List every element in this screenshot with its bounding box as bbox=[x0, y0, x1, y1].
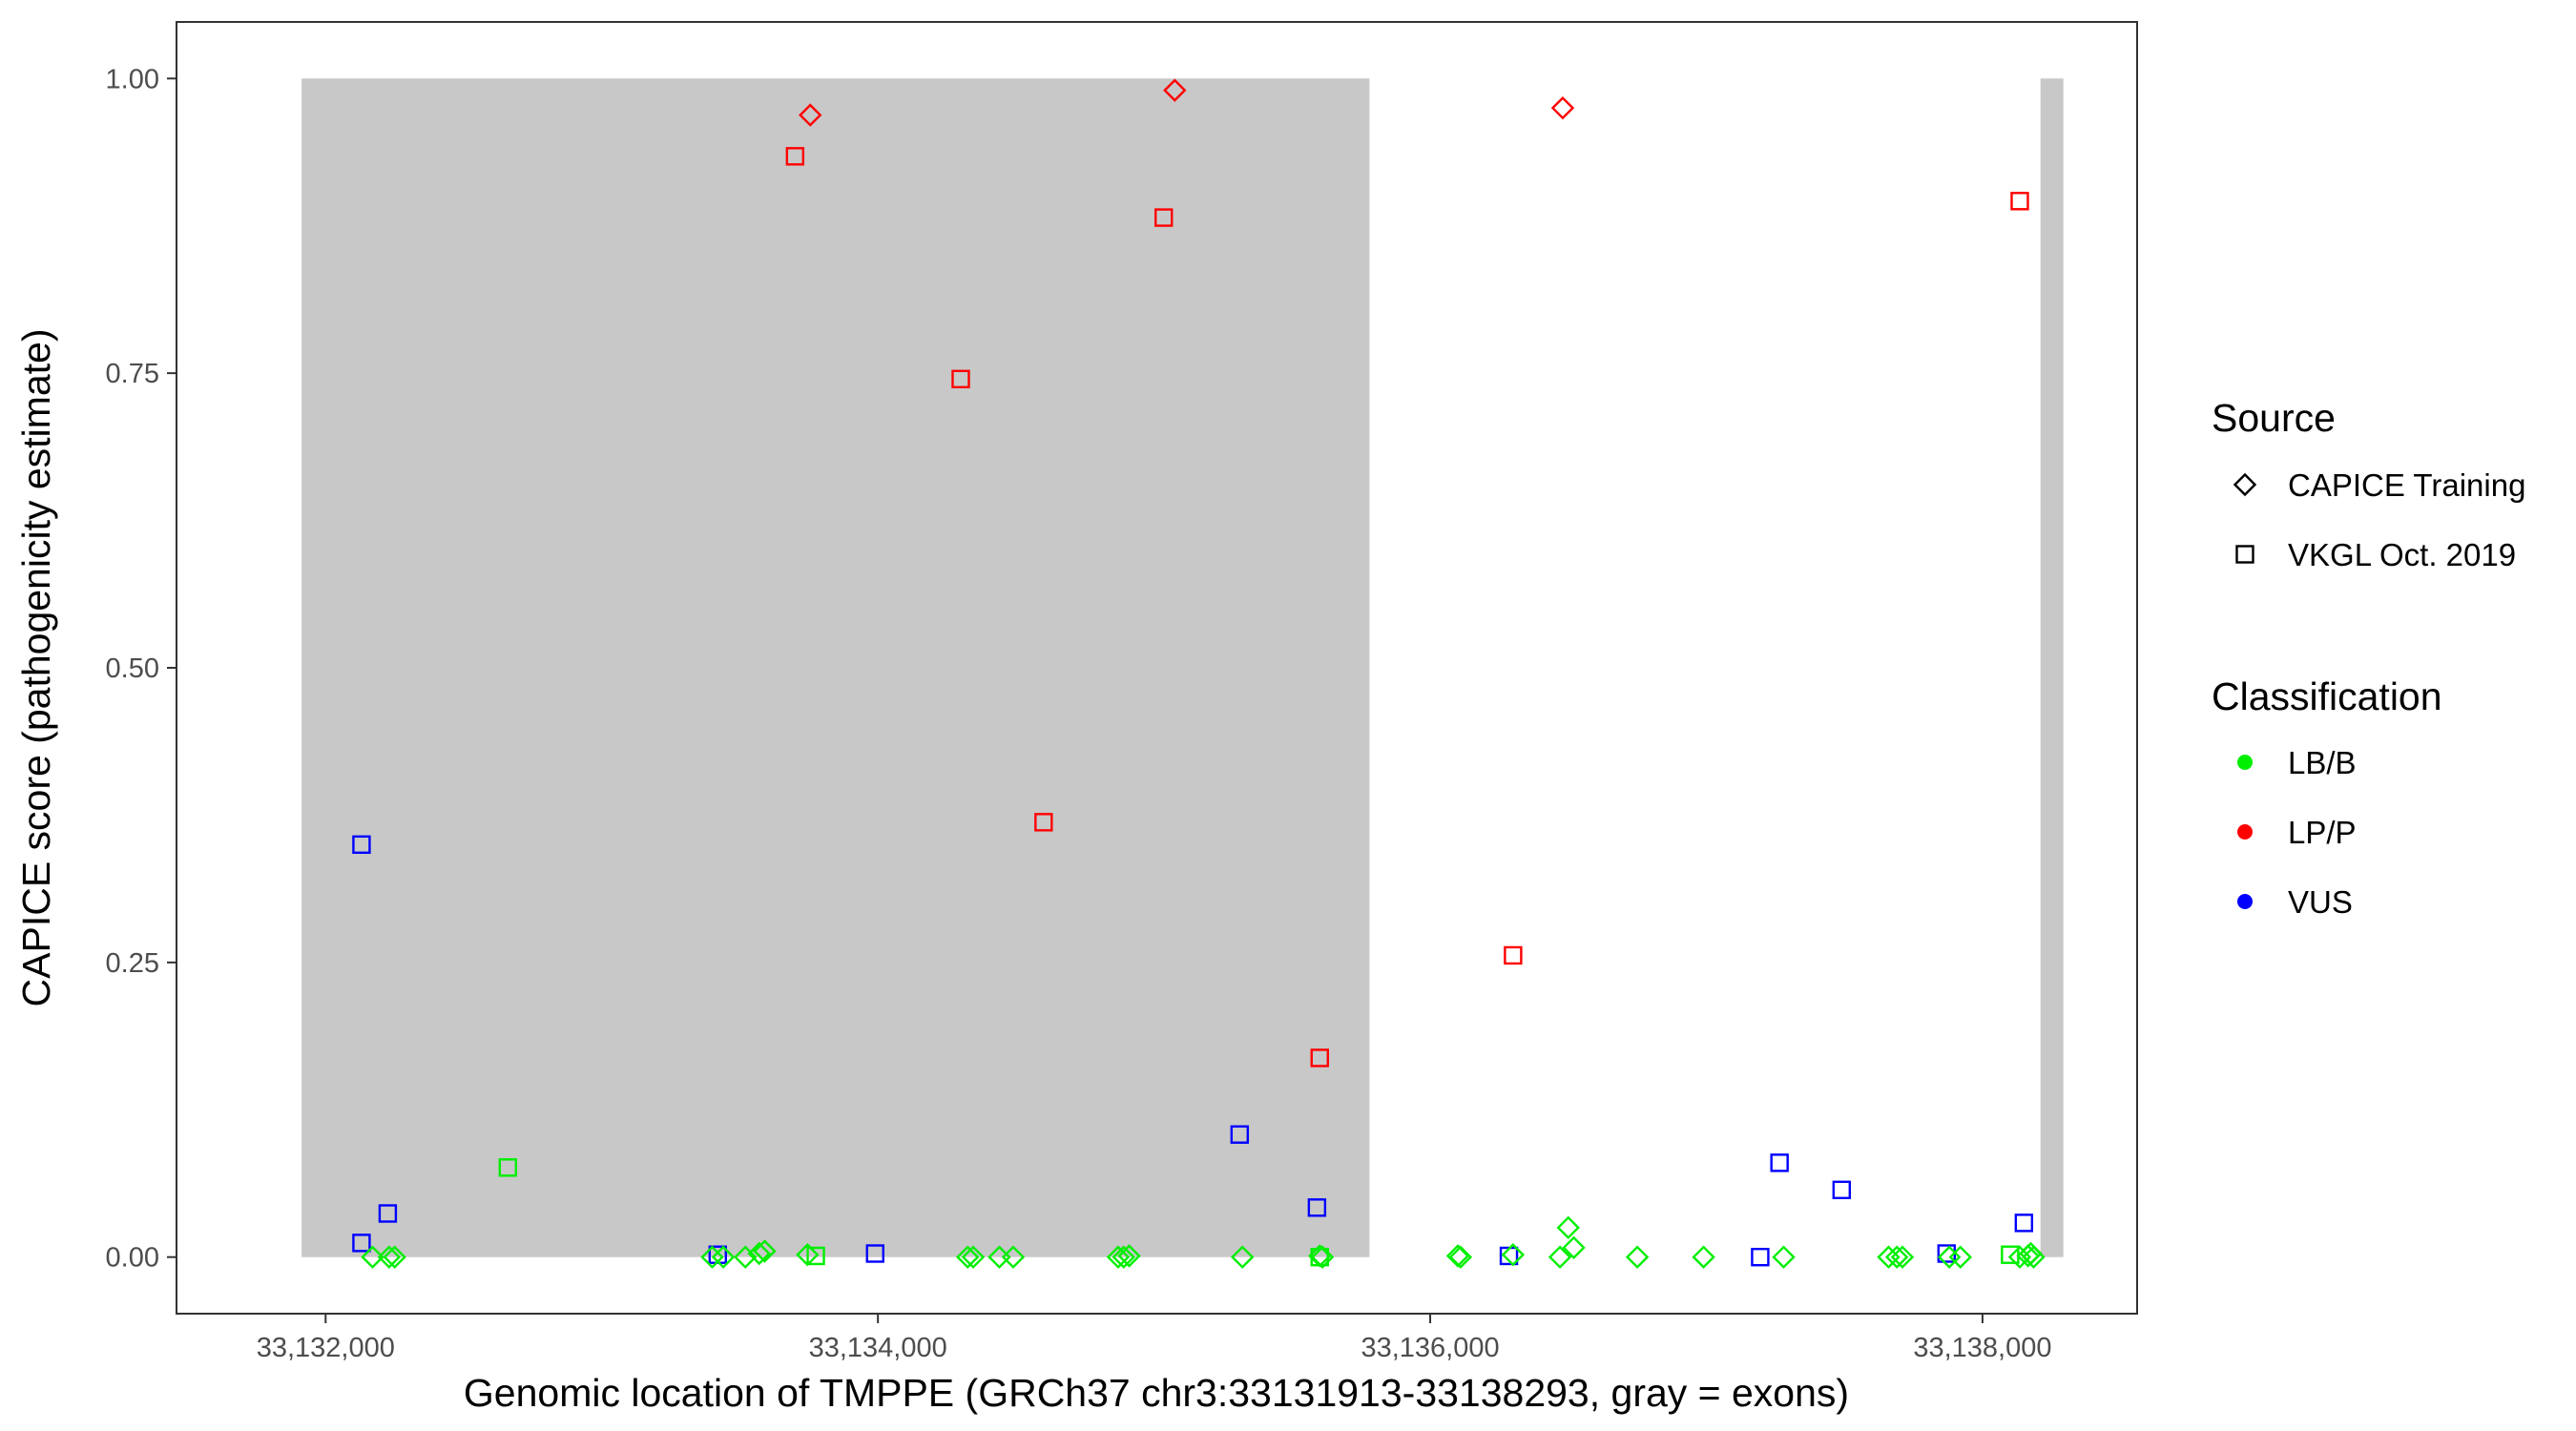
data-point-diamond bbox=[700, 1245, 724, 1269]
data-point-diamond bbox=[734, 1245, 758, 1269]
data-point-diamond bbox=[383, 1245, 406, 1269]
data-point-square bbox=[498, 1158, 518, 1177]
data-point-square bbox=[1832, 1180, 1852, 1199]
data-point-diamond bbox=[1550, 95, 1575, 120]
x-tick-label: 33,136,000 bbox=[1361, 1333, 1499, 1363]
data-point-diamond bbox=[1163, 78, 1187, 102]
legend-title-source: Source bbox=[2212, 396, 2336, 440]
data-point-square bbox=[865, 1244, 884, 1263]
x-tick-label: 33,134,000 bbox=[809, 1333, 947, 1363]
legend-label-source: VKGL Oct. 2019 bbox=[2288, 537, 2516, 572]
data-point-diamond bbox=[1562, 1235, 1586, 1260]
data-point-diamond bbox=[377, 1245, 402, 1269]
legend-key-dot bbox=[2237, 894, 2253, 909]
data-point-square bbox=[2010, 192, 2029, 211]
legend: Source Classification CAPICE Training VKG… bbox=[2212, 396, 2525, 920]
data-point-diamond bbox=[1111, 1245, 1135, 1269]
data-point-diamond bbox=[1890, 1245, 1915, 1269]
data-point-diamond bbox=[1948, 1245, 1972, 1269]
data-point-diamond bbox=[1556, 1215, 1580, 1240]
data-point-square bbox=[1307, 1198, 1327, 1217]
x-tick-label: 33,132,000 bbox=[257, 1333, 395, 1363]
data-point-diamond bbox=[796, 1243, 820, 1267]
exon-region-1 bbox=[301, 78, 1370, 1257]
legend-label-classification: LP/P bbox=[2288, 815, 2357, 850]
data-point-diamond bbox=[799, 103, 822, 127]
legend-key-dot bbox=[2237, 824, 2253, 840]
legend-key-diamond bbox=[2233, 472, 2257, 497]
data-point-square bbox=[806, 1246, 825, 1266]
data-point-diamond bbox=[1937, 1245, 1962, 1269]
data-point-diamond bbox=[1501, 1243, 1526, 1267]
data-point-diamond bbox=[747, 1241, 771, 1266]
exon-regions bbox=[301, 78, 2064, 1257]
data-point-diamond bbox=[956, 1245, 980, 1269]
y-tick-label: 0.25 bbox=[106, 948, 159, 979]
data-point-square bbox=[951, 369, 970, 389]
legend-key-dot bbox=[2237, 755, 2253, 770]
data-point-diamond bbox=[2022, 1245, 2046, 1269]
data-point-diamond bbox=[1117, 1244, 1141, 1268]
y-tick-label: 0.00 bbox=[106, 1243, 159, 1274]
y-tick-label: 0.50 bbox=[106, 653, 159, 684]
legend-label-classification: VUS bbox=[2288, 884, 2353, 920]
data-point-square bbox=[352, 1234, 371, 1253]
data-point-diamond bbox=[1692, 1245, 1715, 1269]
data-point-square bbox=[2014, 1213, 2034, 1233]
data-point-square bbox=[1230, 1125, 1250, 1144]
exon-region-2 bbox=[2040, 78, 2064, 1257]
data-point-diamond bbox=[1448, 1245, 1473, 1269]
data-point-square bbox=[1034, 813, 1053, 832]
data-point-square bbox=[1154, 208, 1174, 227]
y-tick-label: 0.75 bbox=[106, 359, 159, 389]
data-point-square bbox=[1310, 1048, 1329, 1068]
data-point-square bbox=[1504, 945, 1523, 965]
legend-label-source: CAPICE Training bbox=[2288, 467, 2525, 503]
y-tick-label: 1.00 bbox=[106, 64, 159, 94]
data-point-diamond bbox=[1625, 1245, 1650, 1269]
data-point-diamond bbox=[1310, 1245, 1335, 1269]
data-point-diamond bbox=[361, 1245, 384, 1269]
data-point-diamond bbox=[1231, 1245, 1255, 1269]
data-point-square bbox=[1751, 1248, 1770, 1267]
legend-key-square bbox=[2235, 545, 2254, 564]
data-point-diamond bbox=[961, 1245, 986, 1269]
data-point-diamond bbox=[1001, 1245, 1026, 1269]
data-point-square bbox=[352, 835, 371, 855]
data-point-diamond bbox=[1884, 1245, 1909, 1269]
data-point-square bbox=[785, 147, 805, 166]
data-point-diamond bbox=[1106, 1245, 1131, 1269]
data-points bbox=[352, 78, 2046, 1269]
data-point-square bbox=[378, 1204, 398, 1223]
data-point-square bbox=[1770, 1153, 1789, 1172]
data-point-diamond bbox=[1772, 1245, 1796, 1269]
x-axis-title: Genomic location of TMPPE (GRCh37 chr3:3… bbox=[464, 1371, 1849, 1415]
y-axis: 0.00 0.25 0.50 0.75 1.00 bbox=[106, 64, 177, 1274]
data-point-diamond bbox=[753, 1239, 777, 1263]
y-axis-title: CAPICE score (pathogenicity estimate) bbox=[14, 329, 58, 1007]
data-point-diamond bbox=[1548, 1245, 1572, 1269]
legend-title-classification: Classification bbox=[2212, 674, 2442, 718]
x-axis: 33,132,000 33,134,000 33,136,000 33,138,000 bbox=[257, 1314, 2051, 1363]
data-point-diamond bbox=[711, 1245, 736, 1269]
legend-label-classification: LB/B bbox=[2288, 745, 2357, 780]
x-tick-label: 33,138,000 bbox=[1913, 1333, 2051, 1363]
